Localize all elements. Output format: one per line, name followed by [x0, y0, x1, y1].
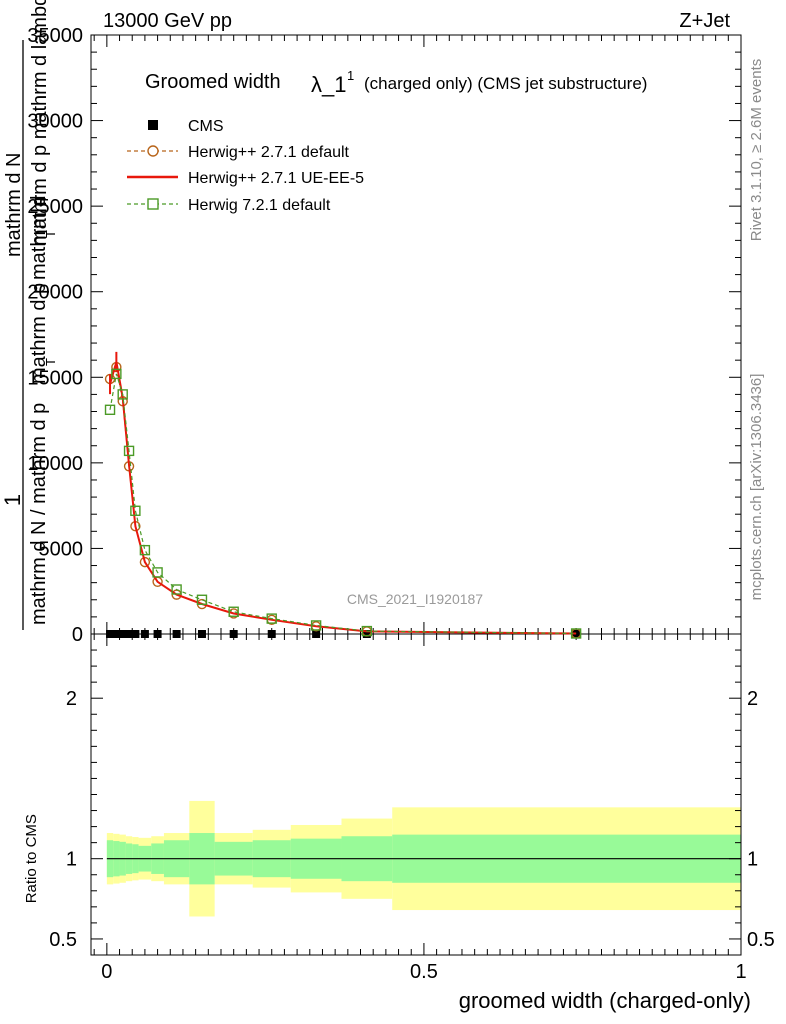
- data-point: [139, 544, 151, 556]
- legend-marker: [147, 145, 159, 157]
- y-axis-label-c: mathrm d: [28, 196, 50, 280]
- x-tick-label: 1: [735, 961, 746, 983]
- header-process-label: Z+Jet: [679, 10, 730, 32]
- y-axis-label-subscript: T: [43, 358, 58, 366]
- legend-marker: [147, 198, 159, 210]
- y-tick-label: 10000: [27, 453, 83, 475]
- rivet-version-label: Rivet 3.1.10, ≥ 2.6M events: [748, 59, 765, 242]
- legend-label: CMS: [188, 118, 224, 135]
- data-point: [152, 567, 163, 578]
- y-tick-label: 0: [72, 624, 83, 646]
- analysis-watermark: CMS_2021_I1920187: [347, 591, 483, 607]
- data-point: [117, 389, 128, 400]
- data-point: [139, 556, 151, 568]
- data-point: [131, 630, 140, 638]
- data-point: [196, 594, 208, 605]
- series-line: [109, 373, 577, 635]
- y-tick-label: 35000: [27, 25, 83, 47]
- legend-label: Herwig++ 2.7.1 default: [188, 144, 350, 161]
- y-axis-label-a: mathrm d N / mathrm d p: [28, 403, 50, 625]
- data-point: [570, 628, 582, 639]
- y-axis-label-b: mathrm d p: [28, 283, 50, 384]
- data-point: [106, 630, 115, 638]
- data-point: [361, 625, 373, 637]
- y-tick-label: 30000: [27, 111, 83, 133]
- data-point: [171, 584, 182, 595]
- ratio-y-tick-label: 1: [66, 849, 77, 871]
- data-point: [310, 620, 322, 631]
- y-axis-label-subscript: T: [43, 230, 58, 238]
- data-point: [123, 445, 135, 457]
- legend-label: Herwig++ 2.7.1 UE-EE-5: [188, 170, 364, 187]
- data-point: [197, 630, 206, 638]
- y-tick-label: 5000: [39, 538, 84, 560]
- y-axis-label-d: mathrm d N: [3, 153, 25, 257]
- data-point: [104, 404, 116, 416]
- data-point: [266, 613, 277, 624]
- x-tick-label: 0.5: [410, 961, 438, 983]
- data-point: [228, 606, 239, 617]
- plot-title-superscript: 1: [347, 68, 354, 83]
- y-tick-label: 20000: [27, 282, 83, 304]
- header-energy-label: 13000 GeV pp: [103, 10, 232, 32]
- legend-marker: [148, 120, 158, 130]
- data-point: [111, 368, 122, 380]
- data-point: [267, 630, 276, 638]
- mcplots-label: mcplots.cern.ch [arXiv:1306.3436]: [748, 374, 765, 601]
- plot-title-suffix: (charged only) (CMS jet substructure): [364, 74, 647, 93]
- data-point: [172, 630, 181, 638]
- y-tick-label: 25000: [27, 196, 83, 218]
- data-point: [140, 630, 149, 638]
- data-point: [572, 630, 581, 638]
- y-axis-label-numerator: 1: [0, 494, 25, 506]
- data-point: [362, 630, 371, 638]
- ratio-y-tick-label-right: 1: [747, 849, 758, 871]
- data-point: [125, 630, 134, 638]
- ratio-y-tick-label-right: 0.5: [747, 929, 775, 951]
- data-point: [112, 630, 121, 638]
- ratio-y-axis-label: Ratio to CMS: [23, 814, 40, 903]
- y-axis-label-e: mathrm d p mathrm d lambda: [29, 0, 51, 246]
- legend-label: Herwig 7.2.1 default: [188, 197, 331, 214]
- y-tick-label: 15000: [27, 367, 83, 389]
- plot-title: Groomed width: [145, 71, 281, 93]
- x-tick-label: 0: [101, 961, 112, 983]
- ratio-y-tick-label-right: 2: [747, 688, 758, 710]
- data-point: [312, 630, 321, 638]
- data-point: [153, 630, 162, 638]
- plot-title-lambda: λ_1: [311, 72, 346, 97]
- x-axis-label: groomed width (charged-only): [459, 988, 751, 1013]
- ratio-y-tick-label: 0.5: [49, 929, 77, 951]
- ratio-y-tick-label: 2: [66, 688, 77, 710]
- data-point: [130, 505, 141, 516]
- data-point: [118, 630, 127, 638]
- data-point: [229, 630, 238, 638]
